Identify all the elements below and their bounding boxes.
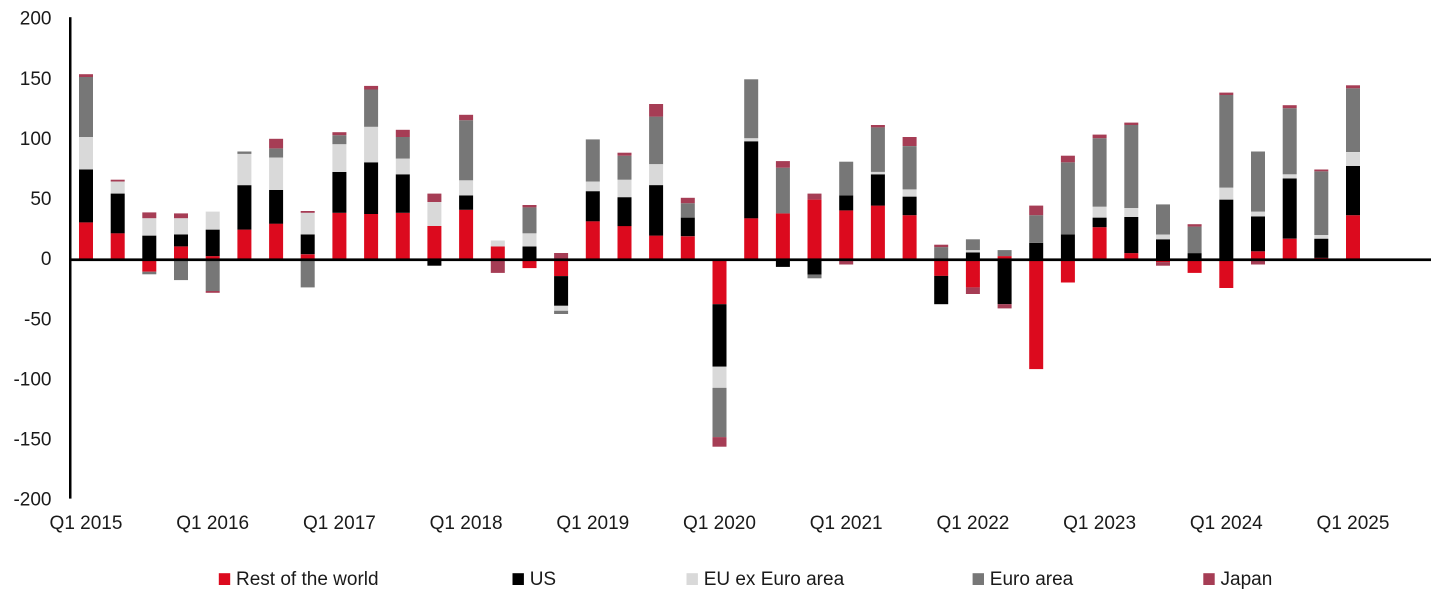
svg-text:Q1 2017: Q1 2017 — [303, 513, 376, 534]
svg-text:Q1 2016: Q1 2016 — [176, 513, 249, 534]
svg-text:Q1 2019: Q1 2019 — [556, 513, 629, 534]
svg-text:-200: -200 — [13, 490, 51, 511]
svg-text:100: 100 — [20, 129, 52, 150]
svg-text:-50: -50 — [24, 309, 51, 330]
svg-text:0: 0 — [41, 249, 52, 270]
svg-text:-150: -150 — [13, 430, 51, 451]
svg-text:-100: -100 — [13, 369, 51, 390]
svg-text:Japan: Japan — [1221, 569, 1273, 590]
svg-text:Q1 2025: Q1 2025 — [1317, 513, 1390, 534]
svg-text:Q1 2024: Q1 2024 — [1190, 513, 1263, 534]
svg-text:150: 150 — [20, 69, 52, 90]
svg-text:Q1 2018: Q1 2018 — [430, 513, 503, 534]
svg-text:Rest of the world: Rest of the world — [236, 569, 379, 590]
svg-text:Q1 2022: Q1 2022 — [936, 513, 1009, 534]
svg-text:Q1 2020: Q1 2020 — [683, 513, 756, 534]
svg-text:Q1 2021: Q1 2021 — [810, 513, 883, 534]
svg-text:Q1 2023: Q1 2023 — [1063, 513, 1136, 534]
svg-text:Q1 2015: Q1 2015 — [50, 513, 123, 534]
svg-text:Euro area: Euro area — [990, 569, 1074, 590]
svg-text:EU ex Euro area: EU ex Euro area — [704, 569, 845, 590]
svg-text:US: US — [530, 569, 556, 590]
svg-text:50: 50 — [30, 189, 51, 210]
svg-text:200: 200 — [20, 9, 52, 30]
